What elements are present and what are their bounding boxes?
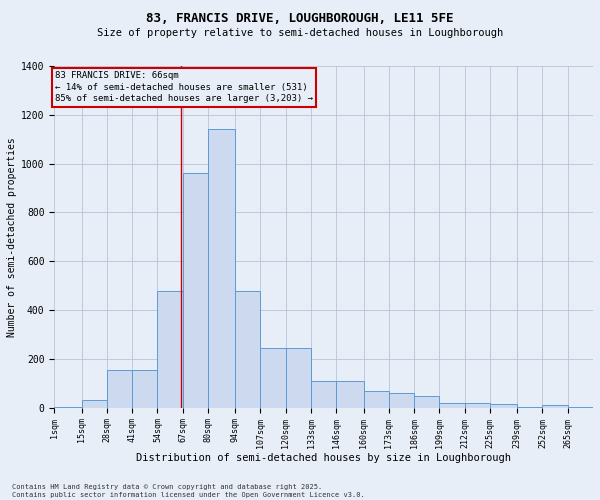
Bar	[414, 396, 439, 408]
Bar	[132, 370, 157, 408]
Bar	[157, 290, 182, 408]
Bar	[337, 381, 364, 408]
Bar	[260, 348, 286, 408]
Bar	[235, 290, 260, 408]
Y-axis label: Number of semi-detached properties: Number of semi-detached properties	[7, 137, 17, 336]
Bar	[82, 400, 107, 408]
Bar	[182, 174, 208, 408]
X-axis label: Distribution of semi-detached houses by size in Loughborough: Distribution of semi-detached houses by …	[136, 453, 511, 463]
Text: Size of property relative to semi-detached houses in Loughborough: Size of property relative to semi-detach…	[97, 28, 503, 38]
Bar	[568, 407, 593, 408]
Bar	[311, 381, 337, 408]
Bar	[490, 404, 517, 408]
Text: 83, FRANCIS DRIVE, LOUGHBOROUGH, LE11 5FE: 83, FRANCIS DRIVE, LOUGHBOROUGH, LE11 5F…	[146, 12, 454, 26]
Bar	[286, 348, 311, 408]
Bar	[542, 406, 568, 408]
Bar	[517, 406, 542, 408]
Bar	[208, 130, 235, 408]
Bar	[55, 406, 82, 408]
Text: Contains HM Land Registry data © Crown copyright and database right 2025.
Contai: Contains HM Land Registry data © Crown c…	[12, 484, 365, 498]
Bar	[107, 370, 132, 408]
Bar	[389, 393, 414, 408]
Bar	[464, 403, 490, 408]
Text: 83 FRANCIS DRIVE: 66sqm
← 14% of semi-detached houses are smaller (531)
85% of s: 83 FRANCIS DRIVE: 66sqm ← 14% of semi-de…	[55, 71, 313, 104]
Bar	[439, 403, 464, 408]
Bar	[364, 390, 389, 408]
